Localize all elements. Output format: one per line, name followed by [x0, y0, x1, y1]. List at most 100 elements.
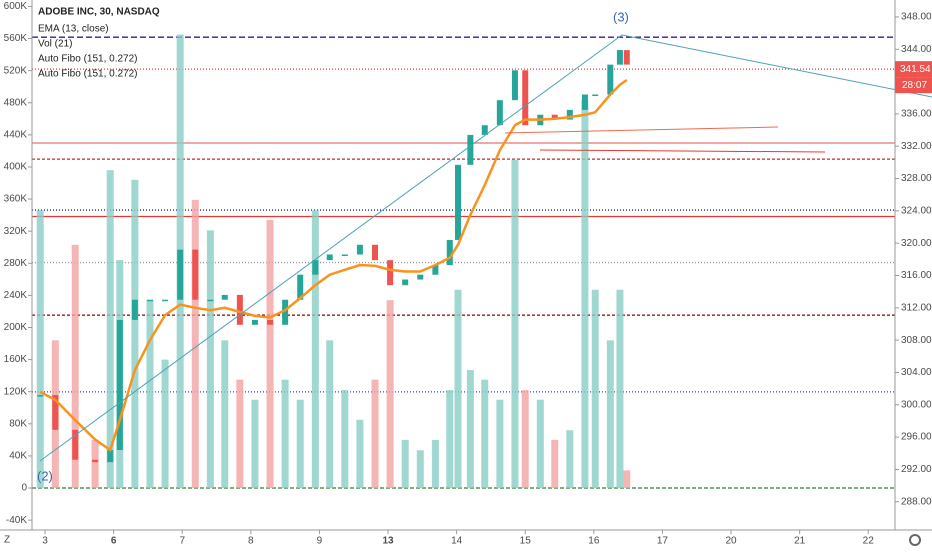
- y-tick-label: 348.00: [901, 12, 932, 23]
- y2-tick-label: -40K: [6, 515, 27, 526]
- candle: [522, 70, 529, 126]
- x-tick-label: 17: [657, 536, 669, 547]
- y-tick-label: 296.00: [901, 432, 932, 443]
- candle: [417, 274, 424, 280]
- candle: [623, 50, 630, 65]
- candle: [297, 274, 304, 300]
- x-tick-label: 6: [111, 536, 117, 547]
- trend-line: [504, 126, 779, 134]
- volume-bar: [616, 289, 624, 489]
- candle: [177, 249, 184, 300]
- y-tick-label: 308.00: [901, 335, 932, 346]
- candle: [616, 50, 623, 65]
- volume-bar: [536, 399, 544, 489]
- volume-bar: [236, 379, 244, 489]
- candle: [207, 299, 214, 302]
- y-tick-label: 324.00: [901, 206, 932, 217]
- volume-bar: [266, 219, 274, 489]
- trend-line: [539, 149, 826, 153]
- candle: [551, 114, 558, 120]
- ema-line: [39, 78, 628, 453]
- volume-bar: [356, 419, 364, 489]
- volume-bar: [311, 210, 319, 489]
- indicator-label: Auto Fibo (151, 0.272): [38, 54, 138, 65]
- x-tick-label: 3: [42, 536, 48, 547]
- candle: [72, 429, 79, 460]
- candle: [455, 164, 462, 240]
- volume-bar: [466, 370, 474, 489]
- countdown-label: 28:07: [902, 80, 927, 91]
- indicator-label: Auto Fibo (151, 0.272): [38, 69, 138, 80]
- y2-tick-label: 400K: [4, 162, 28, 173]
- y-tick-label: 288.00: [901, 496, 932, 507]
- y-tick-label: 316.00: [901, 270, 932, 281]
- volume-bar: [206, 230, 214, 489]
- volume-bar: [146, 300, 154, 489]
- volume-bar: [581, 100, 589, 489]
- candle: [52, 395, 59, 430]
- candle: [581, 94, 588, 110]
- candle: [312, 260, 319, 275]
- volume-bar: [521, 390, 529, 489]
- volume-bar: [221, 340, 229, 489]
- candle: [131, 299, 138, 320]
- candle: [116, 319, 123, 451]
- x-tick-label: 9: [317, 536, 323, 547]
- y2-tick-label: 320K: [4, 226, 28, 237]
- y-tick-label: 328.00: [901, 173, 932, 184]
- indicator-label: Vol (21): [38, 39, 72, 50]
- y2-tick-label: 600K: [4, 1, 28, 12]
- volume-bar: [281, 379, 289, 489]
- y2-tick-label: 120K: [4, 386, 28, 397]
- y-tick-label: 312.00: [901, 302, 932, 313]
- x-tick-label: 22: [863, 536, 875, 547]
- candle: [511, 70, 518, 101]
- x-tick-label: 21: [794, 536, 806, 547]
- x-tick-label: 16: [588, 536, 600, 547]
- candle: [162, 299, 169, 302]
- y2-tick-label: 360K: [4, 194, 28, 205]
- volume-bar: [91, 439, 99, 489]
- indicator-label: EMA (13, close): [38, 24, 109, 35]
- volume-bar: [106, 170, 114, 489]
- x-tick-label: 20: [725, 536, 737, 547]
- x-tick-label: 15: [520, 536, 532, 547]
- y2-tick-label: 240K: [4, 290, 28, 301]
- volume-bar: [71, 244, 79, 489]
- candle: [192, 249, 199, 300]
- volume-bar: [341, 390, 349, 489]
- volume-bar: [566, 430, 574, 489]
- x-tick-label: 8: [248, 536, 254, 547]
- candle: [402, 279, 409, 286]
- volume-bar: [371, 379, 379, 489]
- settings-icon[interactable]: [909, 534, 921, 546]
- candle: [107, 450, 114, 463]
- volume-bar: [401, 439, 409, 489]
- volume-bar: [623, 470, 631, 489]
- countdown-tag: [895, 77, 932, 94]
- wave-label: (3): [613, 9, 629, 24]
- candle: [282, 299, 289, 325]
- candle: [221, 294, 228, 300]
- x-tick-label: 14: [451, 536, 463, 547]
- x-tick-label: 13: [382, 536, 394, 547]
- candle: [236, 294, 243, 325]
- volume-bar: [296, 399, 304, 489]
- wave-line: [621, 34, 932, 98]
- volume-bar: [131, 179, 139, 489]
- wave-line: [39, 34, 623, 462]
- candle: [146, 299, 153, 302]
- candle: [607, 64, 614, 95]
- volume-bar: [551, 439, 559, 489]
- volume-bar: [454, 289, 462, 489]
- candle: [566, 109, 573, 120]
- candle: [92, 459, 99, 463]
- volume-bar: [36, 210, 44, 489]
- wave-label: (2): [37, 468, 53, 483]
- y-tick-label: 332.00: [901, 141, 932, 152]
- plot: [32, 34, 895, 489]
- candle: [446, 239, 453, 265]
